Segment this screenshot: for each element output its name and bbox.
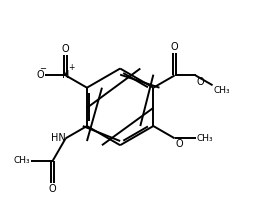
Text: CH₃: CH₃ (197, 134, 213, 143)
Text: −: − (39, 64, 46, 73)
Text: O: O (175, 139, 183, 149)
Text: O: O (197, 77, 204, 87)
Text: O: O (36, 70, 44, 80)
Text: O: O (62, 44, 69, 53)
Text: CH₃: CH₃ (13, 156, 30, 165)
Text: O: O (49, 184, 57, 194)
Text: CH₃: CH₃ (214, 86, 230, 95)
Text: HN: HN (51, 133, 66, 143)
Text: O: O (171, 42, 179, 52)
Text: +: + (68, 63, 75, 72)
Text: N: N (62, 70, 69, 80)
